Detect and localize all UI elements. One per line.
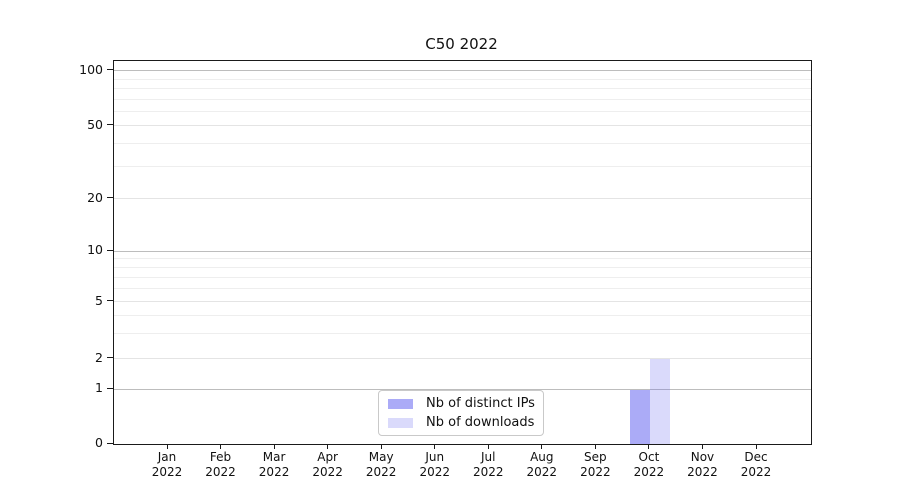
gridline (114, 198, 811, 200)
x-tick-label: Feb 2022 (205, 450, 236, 479)
y-tick-label: 10 (87, 242, 103, 257)
chart-title: C50 2022 (425, 35, 498, 53)
y-tick-label: 2 (95, 349, 103, 365)
gridline-minor (114, 143, 811, 145)
y-tick-mark (107, 197, 113, 199)
legend-label-downloads: Nb of downloads (426, 415, 535, 430)
legend-item-downloads: Nb of downloads (379, 415, 543, 430)
bar-distinct-ips (629, 389, 650, 444)
bar-downloads (649, 358, 670, 444)
y-tick-label: 100 (79, 61, 103, 77)
gridline (114, 125, 811, 127)
x-tick-mark (220, 444, 222, 449)
gridline-minor (114, 266, 811, 268)
y-tick-label: 50 (87, 116, 103, 132)
gridline-minor (114, 288, 811, 290)
gridline-minor (114, 111, 811, 113)
x-tick-mark (487, 444, 489, 449)
legend-swatch-downloads-icon (388, 417, 413, 428)
gridline-minor (114, 98, 811, 100)
y-tick-label: 20 (87, 189, 103, 205)
x-tick-label: Oct 2022 (633, 450, 665, 479)
x-tick-mark (380, 444, 382, 449)
legend-label-distinct-ips: Nb of distinct IPs (426, 396, 535, 411)
y-tick-label: 1 (95, 380, 103, 396)
x-tick-label: Jan 2022 (151, 450, 183, 479)
y-tick-label: 0 (95, 435, 103, 450)
x-tick-label: Dec 2022 (740, 450, 772, 479)
x-tick-mark (541, 444, 543, 449)
y-tick-label: 5 (95, 292, 103, 308)
x-tick-mark (755, 444, 757, 449)
gridline-minor (114, 315, 811, 317)
gridline (114, 301, 811, 303)
x-tick-label: Jun 2022 (419, 450, 450, 479)
gridline-minor (114, 332, 811, 334)
x-tick-label: May 2022 (365, 450, 397, 479)
x-tick-mark (327, 444, 329, 449)
y-tick-mark (107, 357, 113, 358)
x-tick-label: Sep 2022 (580, 450, 611, 479)
gridline-minor (114, 88, 811, 90)
x-tick-label: Mar 2022 (258, 450, 290, 479)
y-tick-mark (107, 442, 113, 444)
gridline-major (114, 250, 811, 252)
x-tick-label: Apr 2022 (312, 450, 343, 479)
x-tick-label: Nov 2022 (687, 450, 718, 479)
gridline-minor (114, 276, 811, 278)
legend: Nb of distinct IPs Nb of downloads (378, 390, 544, 436)
y-tick-mark (107, 69, 113, 71)
gridline-major (114, 70, 811, 72)
plot-area (113, 60, 812, 445)
x-tick-mark (594, 444, 596, 449)
x-tick-mark (434, 444, 436, 449)
y-tick-mark (107, 249, 113, 251)
x-tick-mark (648, 444, 650, 449)
legend-item-distinct-ips: Nb of distinct IPs (379, 396, 543, 411)
x-tick-label: Aug 2022 (526, 450, 558, 479)
gridline-minor (114, 166, 811, 168)
x-tick-mark (166, 444, 168, 449)
x-tick-mark (273, 444, 275, 449)
legend-swatch-distinct-ips-icon (388, 398, 413, 409)
gridline-major (114, 388, 811, 390)
x-tick-label: Jul 2022 (472, 450, 504, 479)
y-tick-mark (107, 387, 113, 389)
y-tick-mark (107, 300, 113, 302)
gridline-minor (114, 258, 811, 260)
gridline (114, 358, 811, 359)
x-tick-mark (701, 444, 703, 449)
y-tick-mark (107, 124, 113, 126)
gridline-minor (114, 78, 811, 80)
